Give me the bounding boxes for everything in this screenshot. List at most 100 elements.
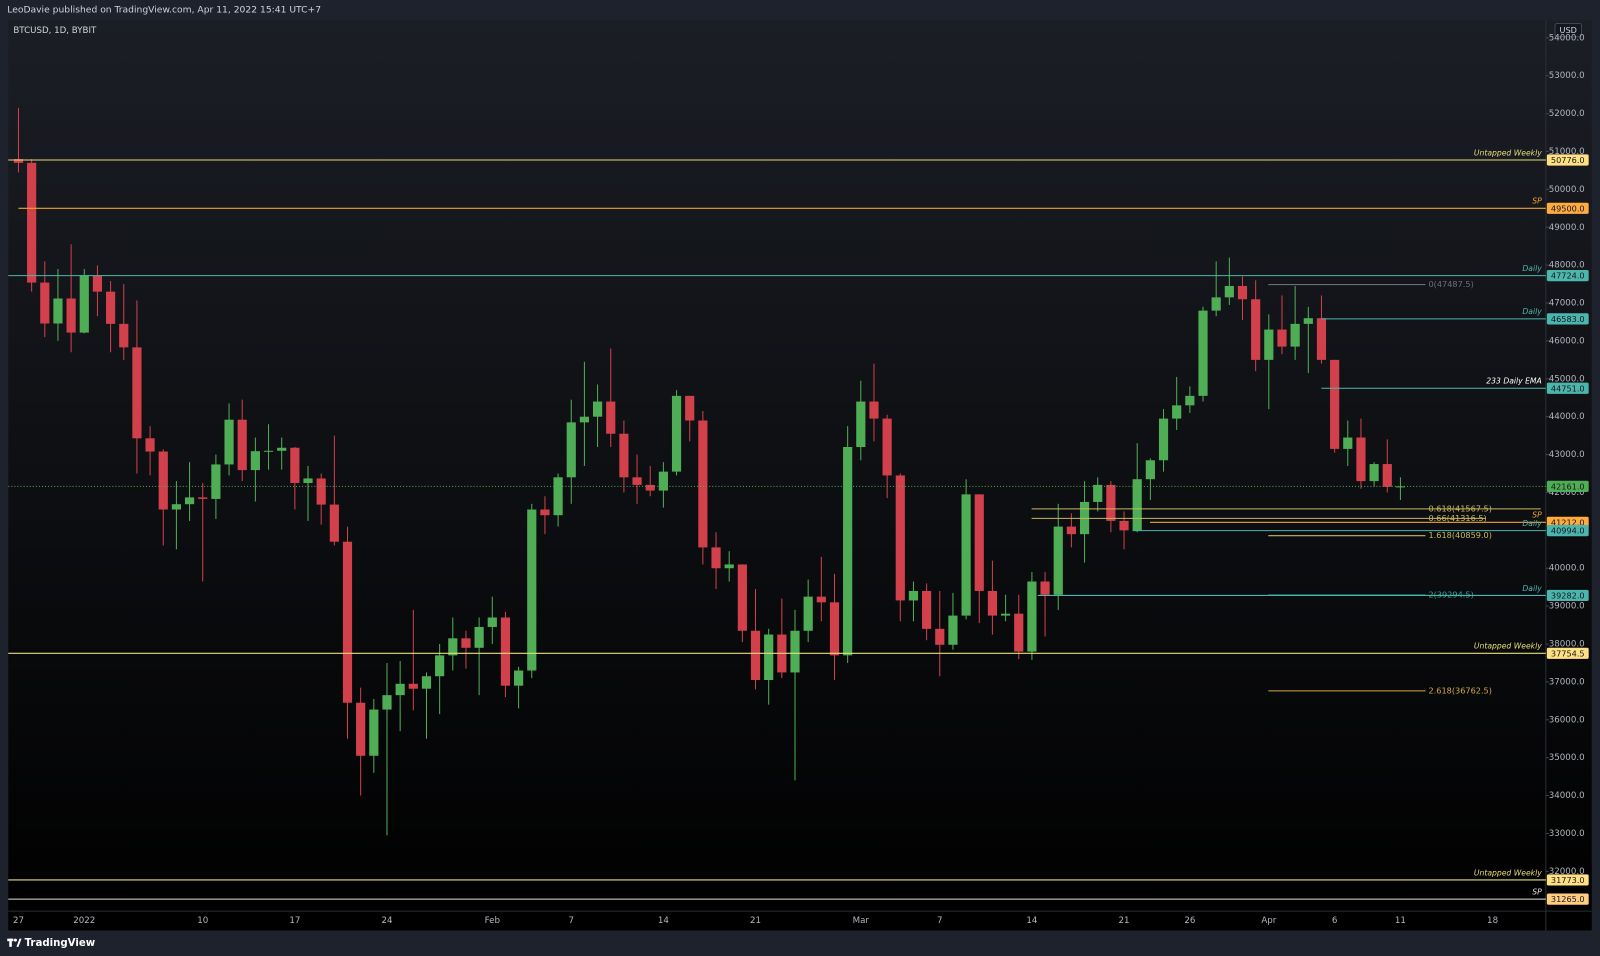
candle-body: [79, 275, 89, 333]
level-label-bg: [1546, 874, 1589, 886]
candle-body: [711, 547, 721, 569]
candle-body: [553, 477, 563, 516]
header: LeoDavie published on TradingView.com, A…: [7, 5, 321, 16]
candle-body: [895, 475, 905, 601]
level-label-bg: [1546, 269, 1589, 282]
candle-body: [579, 416, 590, 423]
y-tick-label: 37000.0: [1549, 677, 1585, 687]
candle-body: [1106, 484, 1116, 521]
candle-body: [53, 298, 63, 324]
candle-body: [1290, 323, 1300, 347]
candle-body: [764, 634, 774, 681]
candle-body: [685, 395, 695, 421]
candle-body: [1172, 405, 1182, 419]
level-name: Daily: [1522, 307, 1542, 316]
level-label-bg: [1546, 154, 1589, 166]
y-tick-label: 42000.0: [1549, 488, 1585, 498]
candle-body: [750, 630, 761, 681]
y-tick-label: 48000.0: [1549, 261, 1585, 271]
candle-body: [224, 419, 234, 465]
candle-body: [1119, 520, 1129, 531]
x-tick-label: 27: [13, 916, 24, 926]
candle-body: [1382, 464, 1392, 487]
y-tick-label: 47000.0: [1549, 299, 1585, 309]
x-tick-label: 7: [568, 916, 574, 926]
x-tick-label: 24: [381, 916, 393, 926]
y-tick-label: 51000.0: [1549, 147, 1585, 157]
candle-body: [369, 709, 379, 756]
candle-body: [606, 401, 616, 434]
candle-body: [1053, 526, 1063, 595]
candle-body: [184, 497, 195, 505]
fib-label: 2.618(36762.5): [1428, 685, 1491, 695]
level-label-bg: [1546, 202, 1589, 214]
candle-body: [342, 541, 353, 703]
candle-body: [1237, 285, 1248, 300]
candle-body: [500, 617, 511, 686]
level-label: 31265.0: [1551, 894, 1585, 904]
candle-body: [737, 564, 747, 631]
candle-body: [263, 450, 274, 452]
logo-part: [16, 938, 22, 947]
x-tick-label: 14: [658, 916, 670, 926]
candle-body: [856, 401, 866, 448]
candle-body: [13, 159, 24, 163]
level-name: Daily: [1522, 584, 1542, 593]
level-label: 46583.0: [1551, 314, 1585, 324]
plot: 0(47487.5) 0.618(41567.5)0.66(41316.5) 1.6…: [13, 107, 1541, 836]
y-tick-label: 36000.0: [1549, 715, 1585, 725]
candle-body: [592, 401, 603, 417]
candle-body: [171, 504, 181, 510]
candle-body: [1330, 359, 1340, 449]
candle-body: [1211, 297, 1221, 311]
candle-body: [290, 447, 300, 483]
candle-body: [132, 347, 142, 439]
candle-body: [1224, 285, 1234, 298]
level-label-bg: [1546, 313, 1589, 325]
candle-body: [303, 478, 313, 483]
candle-body: [908, 590, 919, 601]
candle-body: [1185, 395, 1195, 406]
fib-label: 2(39294.5): [1428, 589, 1473, 599]
candle-body: [566, 422, 576, 478]
x-tick-label: 21: [750, 916, 761, 926]
y-tick-label: 38000.0: [1549, 640, 1585, 650]
fib-label: 0.618(41567.5): [1428, 503, 1491, 513]
footer-brand: TradingView: [25, 938, 96, 949]
candle-body: [619, 433, 629, 478]
level-name: Daily: [1522, 264, 1542, 273]
candle-body: [1014, 613, 1024, 652]
y-tick-label: 46000.0: [1549, 336, 1585, 346]
candle-body: [803, 596, 813, 631]
candle-body: [92, 275, 103, 292]
candle-body: [316, 478, 326, 505]
candle-body: [40, 282, 50, 324]
y-tick-label: 50000.0: [1549, 185, 1585, 195]
y-tick-label: 52000.0: [1549, 109, 1585, 119]
level-label: 44751.0: [1551, 383, 1585, 393]
level-label-bg: [1546, 589, 1589, 602]
x-tick-label: Mar: [853, 916, 870, 926]
x-tick-label: 17: [289, 916, 300, 926]
level-label-bg: [1546, 647, 1589, 659]
candle-body: [1027, 581, 1037, 652]
y-tick-label: 54000.0: [1549, 33, 1585, 43]
symbol-title: BTCUSD, 1D, BYBIT: [13, 26, 97, 36]
x-tick-label: 18: [1487, 916, 1498, 926]
x-tick-label: 26: [1184, 916, 1195, 926]
candle-body: [1356, 437, 1366, 482]
candle-body: [1395, 486, 1406, 488]
level-name: 233 Daily EMA: [1486, 377, 1541, 386]
candle-body: [829, 602, 840, 656]
y-tick-label: 32000.0: [1549, 867, 1585, 877]
candle-body: [1303, 318, 1313, 324]
candle-body: [987, 590, 998, 616]
candle-body: [382, 695, 392, 710]
currency: USD: [1560, 25, 1577, 35]
level-label: 42161.0: [1551, 481, 1585, 491]
chart-background: [8, 20, 1592, 931]
candle-body: [461, 638, 471, 648]
candle-body: [922, 590, 932, 629]
candle-body: [935, 628, 945, 645]
candle-body: [119, 323, 129, 348]
